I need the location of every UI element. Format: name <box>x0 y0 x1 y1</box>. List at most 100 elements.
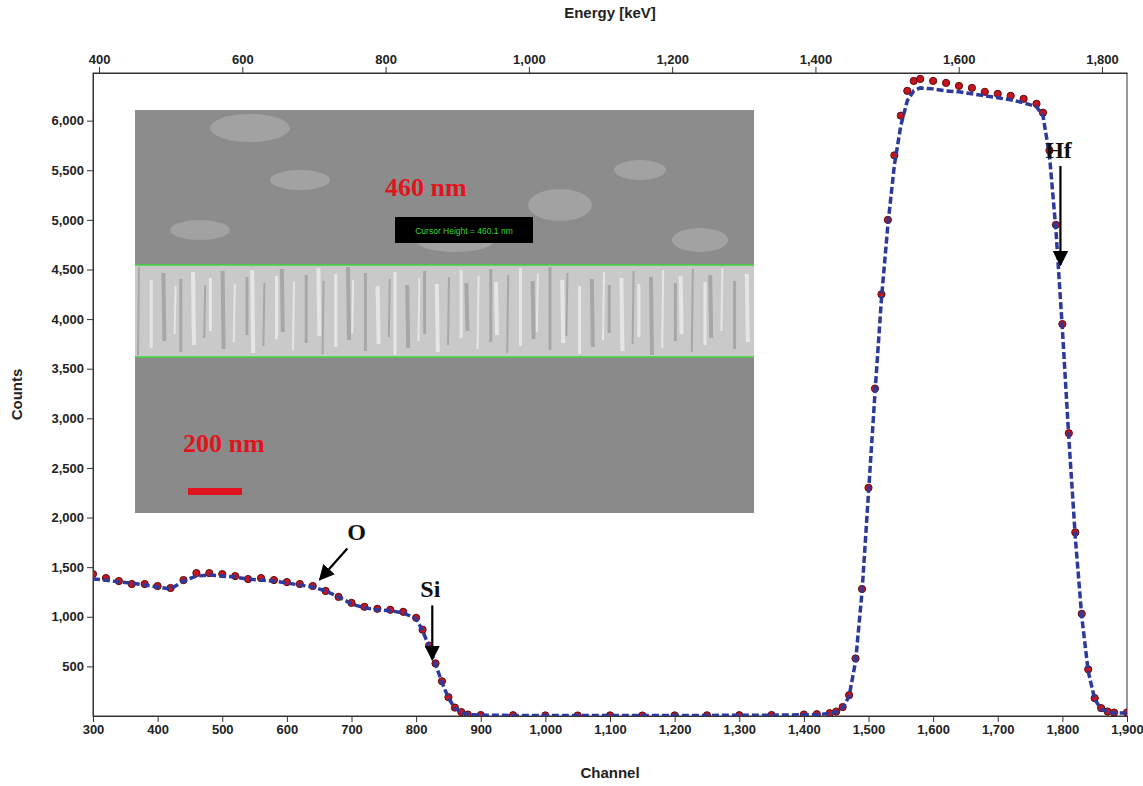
inset-texture <box>305 275 308 343</box>
inset-substrate <box>135 357 754 513</box>
inset-scale-label: 200 nm <box>183 429 265 458</box>
tick-mark <box>804 716 805 722</box>
inset-texture <box>150 280 153 348</box>
x-axis-title: Channel <box>580 764 639 781</box>
tick-label: 1,000 <box>530 722 563 737</box>
tick-mark <box>87 418 93 419</box>
x2-axis-line <box>94 73 1128 74</box>
inset-texture <box>537 274 538 332</box>
annotation-arrow <box>431 605 433 659</box>
inset-texture <box>662 270 663 348</box>
tick: 1,000 <box>530 716 563 737</box>
inset-texture <box>275 276 278 339</box>
tick-label: 1,800 <box>1047 722 1080 737</box>
tick: 6,000 <box>51 113 93 128</box>
tick: 1,400 <box>800 52 833 73</box>
inset-texture <box>496 282 497 335</box>
annotations: OSiHf <box>320 137 1073 660</box>
tick-mark <box>87 269 93 270</box>
x2-axis: 4006008001,0001,2001,4001,6001,800 <box>89 52 1128 74</box>
inset-texture <box>460 270 463 338</box>
inset-texture <box>318 268 319 336</box>
tick-label: 3,000 <box>51 411 84 426</box>
inset-texture <box>407 285 408 348</box>
tick-label: 300 <box>83 722 105 737</box>
tick: 1,500 <box>51 560 93 575</box>
tick: 1,400 <box>788 716 821 737</box>
inset-texture <box>633 271 634 344</box>
tick-mark <box>998 716 999 722</box>
inset-texture <box>293 282 294 350</box>
tick: 800 <box>375 52 397 73</box>
inset-texture <box>681 276 682 334</box>
tick-label: 1,600 <box>943 52 976 67</box>
inset-texture <box>603 272 604 340</box>
tick-label: 1,300 <box>723 722 756 737</box>
inset-texture <box>507 275 508 353</box>
inset-texture <box>674 283 677 341</box>
tick-mark <box>87 319 93 320</box>
tick-label: 1,000 <box>513 52 546 67</box>
tick: 400 <box>147 716 169 737</box>
tick: 1,900 <box>1111 716 1143 737</box>
series-line <box>93 88 1127 716</box>
plot-frame <box>93 73 1127 716</box>
tick: 3,000 <box>51 411 93 426</box>
tick-label: 600 <box>232 52 254 67</box>
inset-texture <box>193 272 194 345</box>
inset-label: 460 nm <box>385 173 467 202</box>
inset-texture <box>394 272 397 355</box>
inset-texture <box>672 228 728 252</box>
tick: 5,000 <box>51 213 93 228</box>
tick-label: 500 <box>62 659 84 674</box>
tick-mark <box>93 716 94 722</box>
tick: 3,500 <box>51 361 93 376</box>
annotation-arrow <box>1059 166 1061 265</box>
tick-label: 1,400 <box>800 52 833 67</box>
inset-texture <box>549 267 552 350</box>
inset-texture <box>234 284 235 342</box>
annotation-label: O <box>347 519 366 545</box>
tick-mark <box>610 716 611 722</box>
tick: 400 <box>89 52 111 73</box>
tick: 1,500 <box>853 716 886 737</box>
inset-texture <box>364 273 367 351</box>
tick-label: 2,000 <box>51 510 84 525</box>
inset-texture <box>389 279 390 337</box>
tick-label: 1,900 <box>1111 722 1143 737</box>
tick: 600 <box>277 716 299 737</box>
inset-texture <box>423 271 426 334</box>
inset-texture <box>209 278 212 331</box>
tick-label: 3,500 <box>51 361 84 376</box>
tick-mark <box>87 170 93 171</box>
inset-texture <box>528 189 592 221</box>
tick-label: 1,000 <box>51 609 84 624</box>
data-point <box>917 75 924 82</box>
tick-mark <box>1127 716 1128 722</box>
tick-mark <box>1102 67 1103 73</box>
inset-texture <box>175 286 176 334</box>
inset-texture <box>519 268 522 346</box>
inset-texture <box>533 281 534 339</box>
inset-texture <box>747 274 748 342</box>
tick-label: 400 <box>147 722 169 737</box>
inset-texture <box>334 274 337 347</box>
tick: 1,000 <box>51 609 93 624</box>
tick-label: 6,000 <box>51 113 84 128</box>
annotation-label: Si <box>420 576 440 602</box>
tick: 1,800 <box>1047 716 1080 737</box>
tick-mark <box>87 617 93 618</box>
tick-label: 800 <box>406 722 428 737</box>
inset-texture <box>210 114 290 142</box>
inset-texture <box>578 286 581 354</box>
tick-mark <box>959 67 960 73</box>
tick-label: 5,500 <box>51 163 84 178</box>
tick-mark <box>672 67 673 73</box>
annotation-arrow <box>320 548 348 579</box>
tick: 1,000 <box>513 52 546 73</box>
inset-texture <box>223 271 224 349</box>
tick: 4,000 <box>51 312 93 327</box>
x-axis: 3004005006007008009001,0001,1001,2001,30… <box>83 716 1143 737</box>
tick-mark <box>87 518 93 519</box>
tick-mark <box>529 67 530 73</box>
